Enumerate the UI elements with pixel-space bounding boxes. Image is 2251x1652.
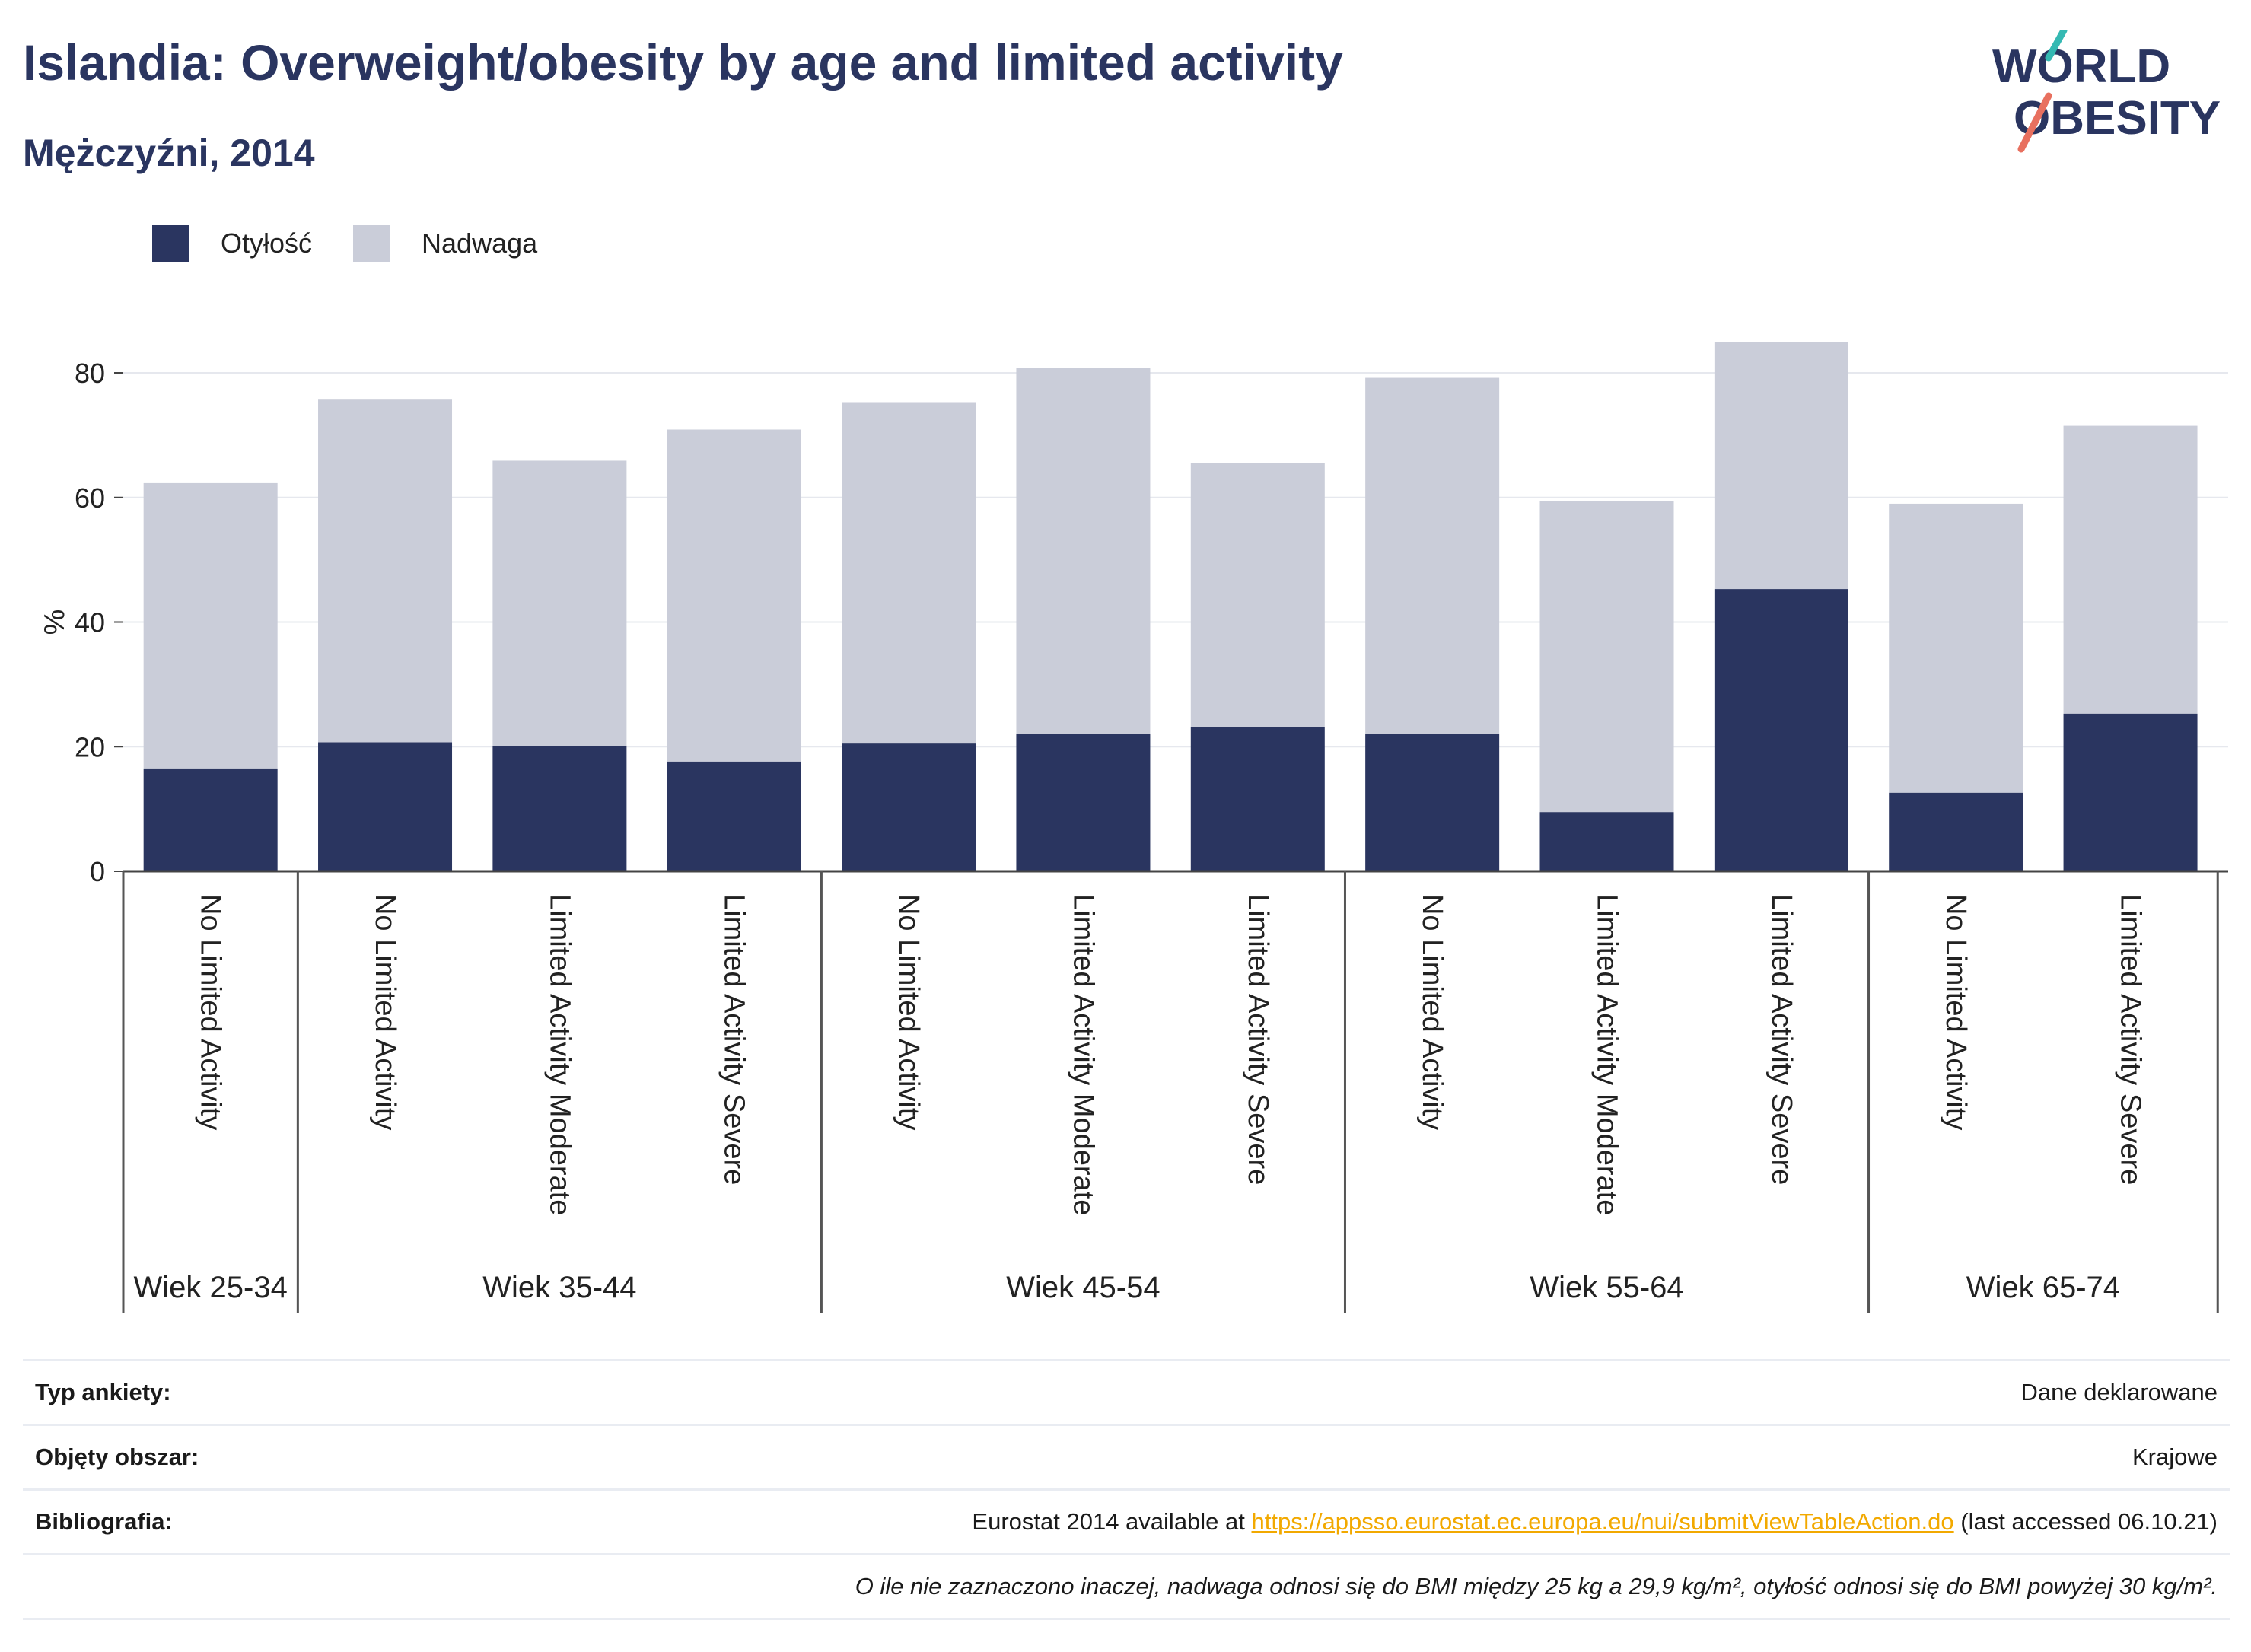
bar-obesity [1190, 727, 1325, 871]
bar-overweight [1889, 503, 2023, 793]
y-tick-label: 0 [90, 856, 105, 887]
footer-row-survey: Typ ankiety: Dane deklarowane [23, 1359, 2230, 1424]
page-title: Islandia: Overweight/obesity by age and … [23, 34, 1343, 91]
x-category-label: Limited Activity Severe [1242, 894, 1274, 1185]
y-tick-label: 20 [75, 731, 105, 762]
y-axis-label: % [39, 610, 71, 635]
x-category-label: Limited Activity Moderate [1591, 894, 1623, 1215]
bar-overweight [492, 460, 627, 746]
y-tick-label: 40 [75, 607, 105, 638]
x-category-label: No Limited Activity [369, 894, 401, 1130]
footer-row-area: Objęty obszar: Krajowe [23, 1424, 2230, 1488]
x-category-label: No Limited Activity [1940, 894, 1972, 1130]
bar-obesity [492, 746, 627, 871]
stacked-bar-chart: 0 20 40 60 80% No Limited Activity No Limited … [39, 342, 2228, 1313]
legend-swatch-overweight [353, 225, 390, 262]
x-category-label: Limited Activity Moderate [1067, 894, 1099, 1215]
bar-overweight [1539, 501, 1674, 813]
bar-overweight [143, 482, 278, 769]
bar-overweight [2063, 425, 2198, 714]
x-category-label: No Limited Activity [893, 894, 925, 1130]
logo-slash-red [2017, 92, 2052, 153]
chart-legend: Otyłość Nadwaga [152, 225, 578, 262]
logo-word-world: WORLD [1992, 40, 2170, 93]
legend-item-overweight[interactable]: Nadwaga [353, 225, 537, 262]
bar-obesity [1889, 792, 2023, 871]
legend-swatch-obesity [152, 225, 189, 262]
area-value: Krajowe [2132, 1444, 2218, 1470]
x-group-label: Wiek 65-74 [1966, 1271, 2120, 1304]
footer-row-note: O ile nie zaznaczono inaczej, nadwaga od… [23, 1553, 2230, 1620]
x-group-label: Wiek 35-44 [482, 1271, 636, 1304]
legend-item-obesity[interactable]: Otyłość [152, 225, 312, 262]
bar-overweight [1190, 463, 1325, 727]
definition-note: O ile nie zaznaczono inaczej, nadwaga od… [855, 1573, 2218, 1599]
x-group-label: Wiek 45-54 [1006, 1271, 1160, 1304]
bar-obesity [1365, 734, 1500, 871]
bar-obesity [1016, 734, 1151, 871]
y-tick-label: 60 [75, 482, 105, 514]
bar-overweight [842, 402, 976, 744]
page-subtitle: Mężczyźni, 2014 [23, 132, 315, 174]
survey-type-value: Dane deklarowane [2020, 1379, 2218, 1405]
bar-obesity [1714, 589, 1848, 871]
x-category-label: Limited Activity Moderate [543, 894, 575, 1215]
chart-footer: Typ ankiety: Dane deklarowane Objęty obs… [23, 1359, 2230, 1620]
logo-slash-teal [2045, 30, 2068, 62]
y-tick-label: 80 [75, 358, 105, 389]
legend-label-overweight: Nadwaga [422, 228, 538, 259]
bar-obesity [143, 768, 278, 871]
area-label: Objęty obszar: [35, 1444, 199, 1470]
bibliography-prefix: Eurostat 2014 available at [972, 1508, 1252, 1535]
bar-obesity [2063, 713, 2198, 871]
x-category-label: Limited Activity Severe [718, 894, 750, 1185]
legend-label-obesity: Otyłość [221, 228, 313, 259]
world-obesity-logo: WORLD OBESITY [1992, 30, 2221, 153]
bar-obesity [1539, 812, 1674, 871]
x-category-label: No Limited Activity [195, 894, 227, 1130]
x-group-label: Wiek 25-34 [134, 1271, 288, 1304]
survey-type-label: Typ ankiety: [35, 1379, 171, 1405]
bar-overweight [1365, 377, 1500, 734]
x-group-label: Wiek 55-64 [1530, 1271, 1683, 1304]
bibliography-link[interactable]: https://appsso.eurostat.ec.europa.eu/nui… [1251, 1508, 1954, 1535]
x-category-label: No Limited Activity [1416, 894, 1448, 1130]
bibliography-label: Bibliografia: [35, 1508, 173, 1535]
bar-overweight [667, 429, 801, 762]
footer-row-bibliography: Bibliografia: Eurostat 2014 available at… [23, 1488, 2230, 1553]
bar-overweight [318, 399, 453, 743]
bar-overweight [1016, 368, 1151, 734]
x-category-label: Limited Activity Severe [1765, 894, 1797, 1185]
bar-obesity [318, 742, 453, 871]
bibliography-suffix: (last accessed 06.10.21) [1953, 1508, 2218, 1535]
bar-obesity [667, 761, 801, 871]
bar-overweight [1714, 342, 1848, 590]
bibliography-value: Eurostat 2014 available at https://appss… [972, 1508, 2230, 1536]
x-category-label: Limited Activity Severe [2115, 894, 2147, 1185]
bar-obesity [842, 743, 976, 871]
